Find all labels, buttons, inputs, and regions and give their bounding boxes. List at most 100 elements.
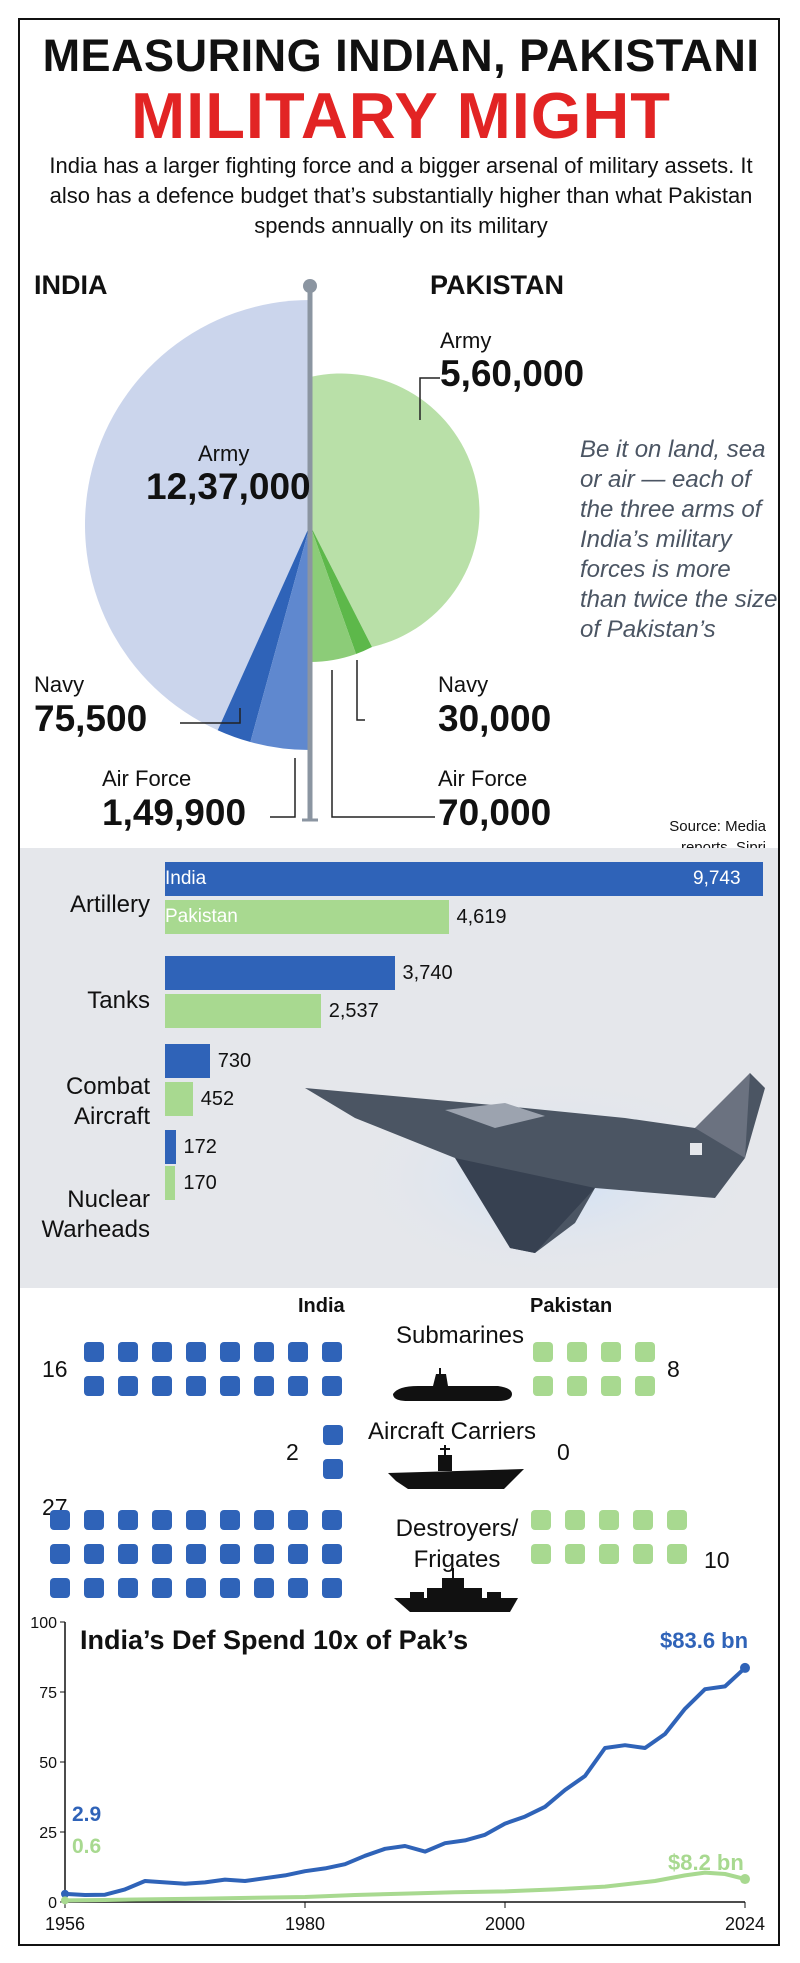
pie-slice-india-airforce — [250, 525, 310, 750]
naval-header-pakistan: Pakistan — [530, 1295, 613, 1317]
title-line-2: MILITARY MIGHT — [131, 79, 671, 152]
y-tick-label: 100 — [30, 1615, 57, 1632]
y-tick-label: 50 — [39, 1755, 57, 1772]
bar-value-pakistan-1: 2,537 — [328, 1000, 379, 1022]
category-artillery: Artillery — [69, 891, 150, 918]
india-airforce-value: 1,49,900 — [102, 792, 247, 833]
destroyers-frigates-label: Destroyers/ Frigates — [395, 1515, 519, 1573]
bar-value-india-2: 730 — [217, 1050, 252, 1072]
leader-pakistan-army — [419, 377, 440, 420]
category-nuclear-warheads: Nuclear Warheads — [41, 1186, 151, 1243]
x-tick-label: 2000 — [485, 1914, 525, 1934]
submarine-pakistan-unit — [601, 1376, 621, 1396]
destroyer-india-unit — [118, 1578, 138, 1598]
india-airforce-label: Air Force — [102, 766, 192, 791]
x-tick-label: 1980 — [285, 1914, 325, 1934]
destroyers-pakistan-count: 10 — [704, 1547, 730, 1573]
destroyer-india-unit — [220, 1544, 240, 1564]
submarine-india-unit — [152, 1376, 172, 1396]
submarine-india-unit — [220, 1342, 240, 1362]
carrier-india-unit — [323, 1459, 343, 1479]
bar-india-1 — [165, 956, 395, 990]
bar-value-pakistan-0: 4,619 — [456, 906, 507, 928]
category-combat-aircraft: Combat Aircraft — [65, 1073, 150, 1130]
submarine-pakistan-unit — [635, 1376, 655, 1396]
legend-pakistan: Pakistan — [165, 906, 238, 927]
submarine-india-unit — [254, 1376, 274, 1396]
carriers-pakistan-count: 0 — [557, 1439, 570, 1465]
destroyer-india-unit — [322, 1544, 342, 1564]
submarine-india-unit — [152, 1342, 172, 1362]
destroyer-pakistan-unit — [667, 1510, 687, 1530]
spend-chart-title: India’s Def Spend 10x of Pak’s — [80, 1625, 469, 1655]
pakistan-army-label: Army — [440, 328, 492, 353]
submarine-pakistan-unit — [635, 1342, 655, 1362]
pakistan-spend-end-label: $8.2 bn — [668, 1850, 744, 1875]
end-point-india — [740, 1662, 750, 1673]
submarine-pakistan-unit — [567, 1342, 587, 1362]
line-india — [64, 1666, 747, 1897]
pakistan-heading: PAKISTAN — [430, 270, 564, 300]
category-tanks: Tanks — [87, 987, 150, 1014]
start-point-india — [61, 1889, 69, 1898]
y-tick-label: 25 — [39, 1825, 57, 1842]
submarine-india-unit — [220, 1376, 240, 1396]
leader-pakistan-airforce — [331, 670, 435, 818]
destroyer-india-unit — [84, 1510, 104, 1530]
pie-slice-pakistan-army — [310, 373, 480, 647]
pakistan-navy-label: Navy — [438, 672, 489, 697]
submarines-pakistan-count: 8 — [667, 1356, 680, 1382]
destroyer-india-unit — [186, 1544, 206, 1564]
pakistan-navy-value: 30,000 — [438, 698, 552, 739]
destroyer-india-unit — [288, 1544, 308, 1564]
legend-india: India — [165, 868, 207, 889]
bar-india-0 — [165, 862, 763, 896]
destroyer-india-unit — [84, 1544, 104, 1564]
destroyer-pakistan-unit — [633, 1510, 653, 1530]
pakistan-airforce-label: Air Force — [438, 766, 528, 791]
destroyer-india-unit — [220, 1578, 240, 1598]
naval-header-india: India — [298, 1295, 345, 1317]
submarines-label: Submarines — [395, 1322, 525, 1349]
submarine-india-unit — [118, 1376, 138, 1396]
destroyer-india-unit — [322, 1578, 342, 1598]
destroyer-frigate-icon — [394, 1568, 518, 1612]
destroyer-pakistan-unit — [531, 1510, 551, 1530]
india-heading: INDIA — [34, 270, 108, 300]
aircraft-carriers-label: Aircraft Carriers — [367, 1418, 536, 1445]
leader-pakistan-navy — [356, 660, 365, 721]
destroyer-india-unit — [288, 1578, 308, 1598]
y-tick-label: 75 — [39, 1685, 57, 1702]
destroyer-india-unit — [254, 1510, 274, 1530]
submarine-india-unit — [84, 1342, 104, 1362]
axis-cap-top — [303, 279, 317, 293]
carrier-india-unit — [323, 1425, 343, 1445]
pakistan-spend-start-label: 0.6 — [72, 1835, 102, 1858]
title-line-1: MEASURING INDIAN, PAKISTANI — [42, 30, 760, 81]
bar-pakistan-3 — [165, 1166, 176, 1200]
forces-pie-chart — [84, 279, 480, 822]
bar-value-pakistan-2: 452 — [200, 1088, 235, 1110]
leader-india-navy — [180, 708, 241, 724]
bar-pakistan-1 — [165, 994, 321, 1028]
bar-india-3 — [165, 1130, 176, 1164]
submarines-india-count: 16 — [42, 1356, 68, 1382]
bar-pakistan-0 — [165, 900, 449, 934]
submarine-india-unit — [84, 1376, 104, 1396]
destroyer-pakistan-unit — [531, 1544, 551, 1564]
destroyer-india-unit — [84, 1578, 104, 1598]
carriers-india-count: 2 — [286, 1439, 299, 1465]
india-navy-value: 75,500 — [34, 698, 148, 739]
submarine-india-unit — [118, 1342, 138, 1362]
submarine-india-unit — [322, 1342, 342, 1362]
destroyer-india-unit — [220, 1510, 240, 1530]
pakistan-airforce-value: 70,000 — [438, 792, 552, 833]
india-navy-label: Navy — [34, 672, 85, 697]
destroyer-pakistan-unit — [599, 1510, 619, 1530]
end-point-pakistan — [740, 1874, 750, 1885]
destroyer-india-unit — [186, 1510, 206, 1530]
destroyer-india-unit — [152, 1544, 172, 1564]
bar-value-pakistan-3: 170 — [183, 1172, 217, 1194]
destroyer-pakistan-unit — [599, 1544, 619, 1564]
submarine-india-unit — [322, 1376, 342, 1396]
